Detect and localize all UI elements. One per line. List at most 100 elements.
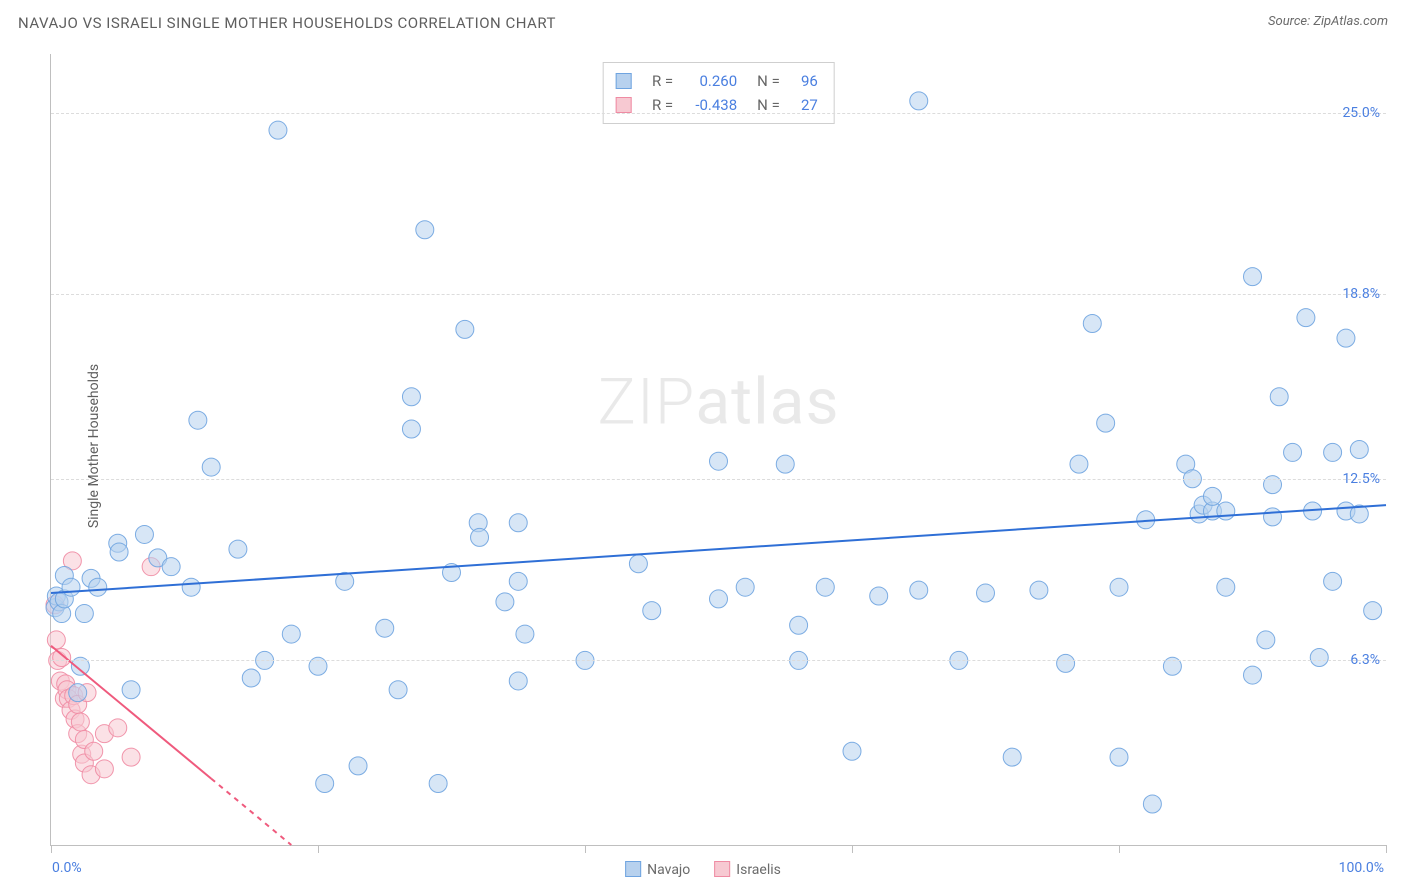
legend-label: Navajo [647,862,690,878]
trend-line-dashed [211,779,291,845]
y-tick-label: 18.8% [1342,286,1380,302]
data-point [509,514,527,532]
x-tick [318,845,319,853]
legend-label: Israelis [736,862,781,878]
data-point [1350,441,1368,459]
trend-line [51,505,1386,593]
data-point [402,420,420,438]
data-point [62,578,80,596]
data-point [790,616,808,634]
data-point [1297,309,1315,327]
data-point [1110,578,1128,596]
data-point [316,774,334,792]
x-tick-label: 0.0% [52,860,82,876]
data-point [816,578,834,596]
data-point [1270,388,1288,406]
correlation-legend: R =0.260N =96R =-0.438N =27 [602,62,835,124]
x-tick [1386,845,1387,853]
data-point [135,525,153,543]
data-point [1324,443,1342,461]
data-point [910,92,928,110]
data-point [1057,654,1075,672]
r-value: 0.260 [681,69,737,93]
data-point [75,605,93,623]
r-label: R = [645,69,673,93]
n-value: 96 [788,69,818,93]
data-point [1284,443,1302,461]
data-point [1203,487,1221,505]
data-point [1310,649,1328,667]
chart-title: NAVAJO VS ISRAELI SINGLE MOTHER HOUSEHOL… [18,14,556,32]
legend-swatch [625,861,641,877]
data-point [189,411,207,429]
data-point [1324,572,1342,590]
data-point [710,590,728,608]
source-link[interactable]: ZipAtlas.com [1313,14,1388,29]
data-point [1337,329,1355,347]
data-point [47,631,65,649]
data-point [1110,748,1128,766]
scatter-plot: ZIPatlas R =0.260N =96R =-0.438N =27 6.3… [50,54,1386,846]
data-point [1364,602,1382,620]
legend-swatch [615,97,631,113]
legend-item: Navajo [625,861,690,878]
data-point [95,760,113,778]
legend-swatch [714,861,730,877]
data-point [1217,502,1235,520]
data-point [376,619,394,637]
data-point [349,757,367,775]
data-point [242,669,260,687]
data-point [229,540,247,558]
data-point [109,719,127,737]
y-tick-label: 12.5% [1342,471,1380,487]
data-point [1143,795,1161,813]
x-tick [852,845,853,853]
data-point [389,681,407,699]
data-point [456,320,474,338]
data-point [1070,455,1088,473]
data-point [1097,414,1115,432]
x-tick [585,845,586,853]
plot-svg [51,54,1386,845]
data-point [269,121,287,139]
data-point [402,388,420,406]
data-point [1217,578,1235,596]
source-credit: Source: ZipAtlas.com [1268,14,1388,29]
data-point [1257,631,1275,649]
data-point [496,593,514,611]
gridline [51,660,1386,661]
data-point [509,572,527,590]
data-point [162,558,180,576]
y-tick-label: 6.3% [1350,652,1380,668]
legend-swatch [615,73,631,89]
data-point [643,602,661,620]
data-point [471,528,489,546]
n-label: N = [757,69,780,93]
data-point [977,584,995,602]
data-point [122,748,140,766]
y-tick-label: 25.0% [1342,105,1380,121]
data-point [1264,508,1282,526]
data-point [53,649,71,667]
x-tick [1119,845,1120,853]
data-point [429,774,447,792]
data-point [69,684,87,702]
data-point [1003,748,1021,766]
gridline [51,113,1386,114]
data-point [1244,268,1262,286]
data-point [71,713,89,731]
x-tick [51,845,52,853]
data-point [89,578,107,596]
legend-item: Israelis [714,861,781,878]
data-point [1030,581,1048,599]
series-legend: Navajo Israelis [625,861,781,878]
data-point [516,625,534,643]
data-point [202,458,220,476]
data-point [110,543,128,561]
gridline [51,294,1386,295]
data-point [843,742,861,760]
data-point [416,221,434,239]
data-point [1244,666,1262,684]
data-point [509,672,527,690]
legend-row: R = 0.260 N = 96 [615,69,818,93]
